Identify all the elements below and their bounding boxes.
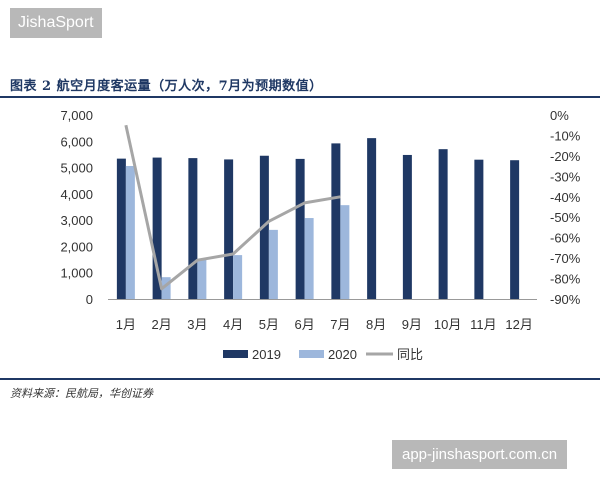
left-axis-tick-label: 5,000 <box>60 161 93 176</box>
watermark-top: JishaSport <box>10 8 102 38</box>
legend-label-2020: 2020 <box>328 347 357 362</box>
bar-2019-1 <box>116 158 126 299</box>
x-axis-tick-label: 10月 <box>434 317 461 332</box>
bar-2019-2 <box>152 157 162 299</box>
bar-2019-3 <box>188 158 198 299</box>
right-axis-tick-label: -80% <box>550 272 581 287</box>
left-axis-tick-label: 4,000 <box>60 187 93 202</box>
left-axis-tick-label: 0 <box>86 292 93 307</box>
x-axis-tick-label: 4月 <box>223 317 243 332</box>
x-axis-tick-labels: 1月 2月 3月 4月 5月 6月 7月 8月 9月 10月 11月 12月 <box>116 317 533 332</box>
bar-2020-6 <box>304 218 314 299</box>
right-axis-tick-label: -20% <box>550 149 581 164</box>
x-axis-tick-label: 8月 <box>366 317 386 332</box>
source-note: 资料来源：民航局，华创证券 <box>10 387 153 400</box>
right-axis-tick-label: -50% <box>550 210 581 225</box>
x-axis-tick-label: 1月 <box>116 317 136 332</box>
right-axis-tick-label: -90% <box>550 292 581 307</box>
bar-marks <box>116 138 520 299</box>
watermark-bottom: app-jinshasport.com.cn <box>392 440 568 469</box>
bar-2020-1 <box>125 165 135 299</box>
x-axis-tick-label: 7月 <box>330 317 350 332</box>
top-rule <box>0 96 600 98</box>
bottom-rule <box>0 378 600 380</box>
x-axis-tick-label: 3月 <box>187 317 207 332</box>
legend-swatch-2020 <box>299 350 324 358</box>
left-axis-tick-label: 7,000 <box>60 108 93 123</box>
x-axis-tick-label: 9月 <box>402 317 422 332</box>
right-axis-tick-label: -30% <box>550 169 581 184</box>
right-axis-ticks: -90% -80% -70% -60% -50% -40% -30% -20% -10% 0% <box>550 108 581 307</box>
yoy-line <box>124 124 341 291</box>
legend: 2019 2020 同比 <box>223 347 423 362</box>
x-axis-tick-label: 2月 <box>152 317 172 332</box>
x-axis-tick-label: 6月 <box>295 317 315 332</box>
legend-label-line: 同比 <box>397 347 423 362</box>
left-axis-tick-label: 1,000 <box>60 266 93 281</box>
left-axis-ticks: 0 1,000 2,000 3,000 4,000 5,000 6,000 7,000 <box>60 108 93 307</box>
figure-title: 图表 2 航空月度客运量（万人次，7月为预期数值） <box>10 79 323 94</box>
left-axis-tick-label: 2,000 <box>60 239 93 254</box>
bar-2020-5 <box>268 229 278 299</box>
legend-label-2019: 2019 <box>252 347 281 362</box>
bar-2019-6 <box>295 158 305 299</box>
bar-2019-12 <box>510 160 520 299</box>
bar-2019-9 <box>402 154 412 299</box>
x-axis-tick-label: 5月 <box>259 317 279 332</box>
bar-2019-7 <box>331 143 341 299</box>
x-axis-tick-label: 12月 <box>505 317 532 332</box>
bar-2019-10 <box>438 149 448 299</box>
bar-2020-4 <box>233 255 243 299</box>
bar-2019-4 <box>224 159 234 299</box>
right-axis-tick-label: 0% <box>550 108 569 123</box>
bar-2020-7 <box>340 205 350 299</box>
x-axis-tick-label: 11月 <box>470 317 497 332</box>
bar-2019-8 <box>367 138 377 299</box>
left-axis-tick-label: 6,000 <box>60 134 93 149</box>
right-axis-tick-label: -10% <box>550 128 581 143</box>
bar-2019-11 <box>474 159 484 299</box>
bar-2020-3 <box>197 259 207 299</box>
left-axis-tick-label: 3,000 <box>60 213 93 228</box>
right-axis-tick-label: -60% <box>550 231 581 246</box>
bar-2020-2 <box>161 277 171 299</box>
right-axis-tick-label: -40% <box>550 190 581 205</box>
right-axis-tick-label: -70% <box>550 251 581 266</box>
legend-swatch-2019 <box>223 350 248 358</box>
